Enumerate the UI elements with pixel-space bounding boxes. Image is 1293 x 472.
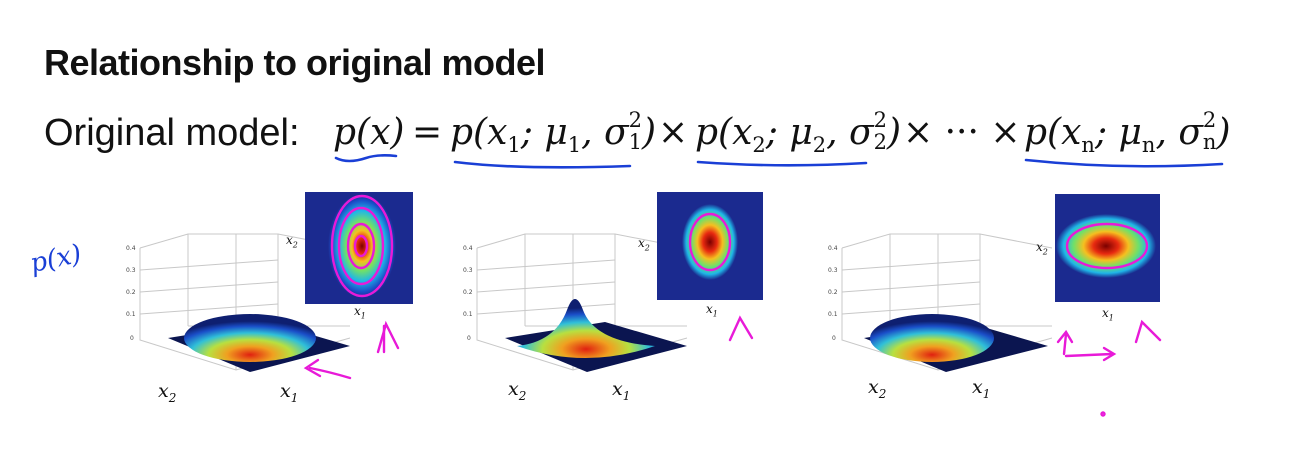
heatmap-1 [305,192,413,304]
plot-2-x2-label: x2 [508,378,527,403]
svg-text:0: 0 [130,335,134,342]
svg-text:0.4: 0.4 [126,245,136,252]
svg-text:0.2: 0.2 [126,289,136,296]
plot-2-zticks: 0.4 0.3 0.2 0.1 0 [463,245,473,342]
axis-right-arrow [1064,352,1114,358]
axis-up-arrow-head [1056,329,1074,344]
eq-lhs: p(x) [333,112,405,153]
underline-px [334,154,398,163]
svg-text:0.3: 0.3 [828,267,838,274]
axis-right-arrow-head [1102,346,1117,362]
heatmap-1-blob [328,194,396,298]
slide-title: Relationship to original model [44,42,546,83]
svg-text:0.2: 0.2 [828,289,838,296]
plot-2-x1-label: x1 [612,378,631,403]
plot-3-x2-label: x2 [868,376,887,401]
underline-factor-1 [453,160,632,169]
surface-plot-3: 0.4 0.3 0.2 0.1 0 [828,233,1053,372]
svg-text:0.3: 0.3 [126,267,136,274]
heatmap-1-x1-label: x1 [354,304,366,321]
plot-3-surface [870,314,994,362]
heatmap-2 [657,192,763,300]
svg-text:0: 0 [467,335,471,342]
eq-dots: × ··· × [903,112,1021,153]
axis-up-arrow [1062,332,1068,356]
svg-text:0.1: 0.1 [828,311,838,318]
eq-factor-2: p(x2; μ2, σ 2 2) [695,108,902,158]
plot-1-zticks: 0.4 0.3 0.2 0.1 0 [126,245,136,342]
heatmap-2-x1-label: x1 [706,302,718,319]
svg-text:0.1: 0.1 [126,311,136,318]
handwritten-px-annotation: p(x) [27,238,85,280]
svg-text:0.1: 0.1 [463,311,473,318]
eq-equals: = [412,112,443,153]
surface-plot-1: 0.4 0.3 0.2 0.1 0 [126,233,351,372]
plot-3-x1-label: x1 [972,376,991,401]
arrow-up-3 [1134,319,1162,344]
svg-text:0.3: 0.3 [463,267,473,274]
heatmap-1-x2-label: x2 [286,233,298,250]
heatmap-2-x2-label: x2 [638,236,650,253]
ink-dot [1100,411,1106,417]
underline-factor-2 [696,160,868,167]
arrow-up-2 [728,315,754,342]
plot-1-surface [184,314,316,362]
plot-1-x1-label: x1 [280,380,299,405]
plot-2-surface [517,299,655,358]
underline-factor-n [1024,158,1224,168]
eq-factor-1: p(x1; μ1, σ 2 1) [450,108,657,158]
svg-text:0.2: 0.2 [463,289,473,296]
surface-plot-2: 0.4 0.3 0.2 0.1 0 [463,233,688,372]
heatmap-3 [1055,194,1160,302]
arrow-up-1 [376,320,400,354]
heatmap-3-x1-label: x1 [1102,306,1114,323]
svg-text:0.4: 0.4 [463,245,473,252]
plot-1-x2-label: x2 [158,380,177,405]
heatmap-3-blob [1056,214,1156,278]
svg-text:0: 0 [832,335,836,342]
eq-factor-n: p(xn; μn, σ 2 n) [1024,108,1231,158]
eq-times-1: × [658,112,689,153]
heatmap-2-blob [682,204,738,280]
heatmap-3-x2-label: x2 [1036,240,1048,257]
model-label: Original model: [44,112,300,154]
plot-3-zticks: 0.4 0.3 0.2 0.1 0 [828,245,838,342]
svg-text:0.4: 0.4 [828,245,838,252]
